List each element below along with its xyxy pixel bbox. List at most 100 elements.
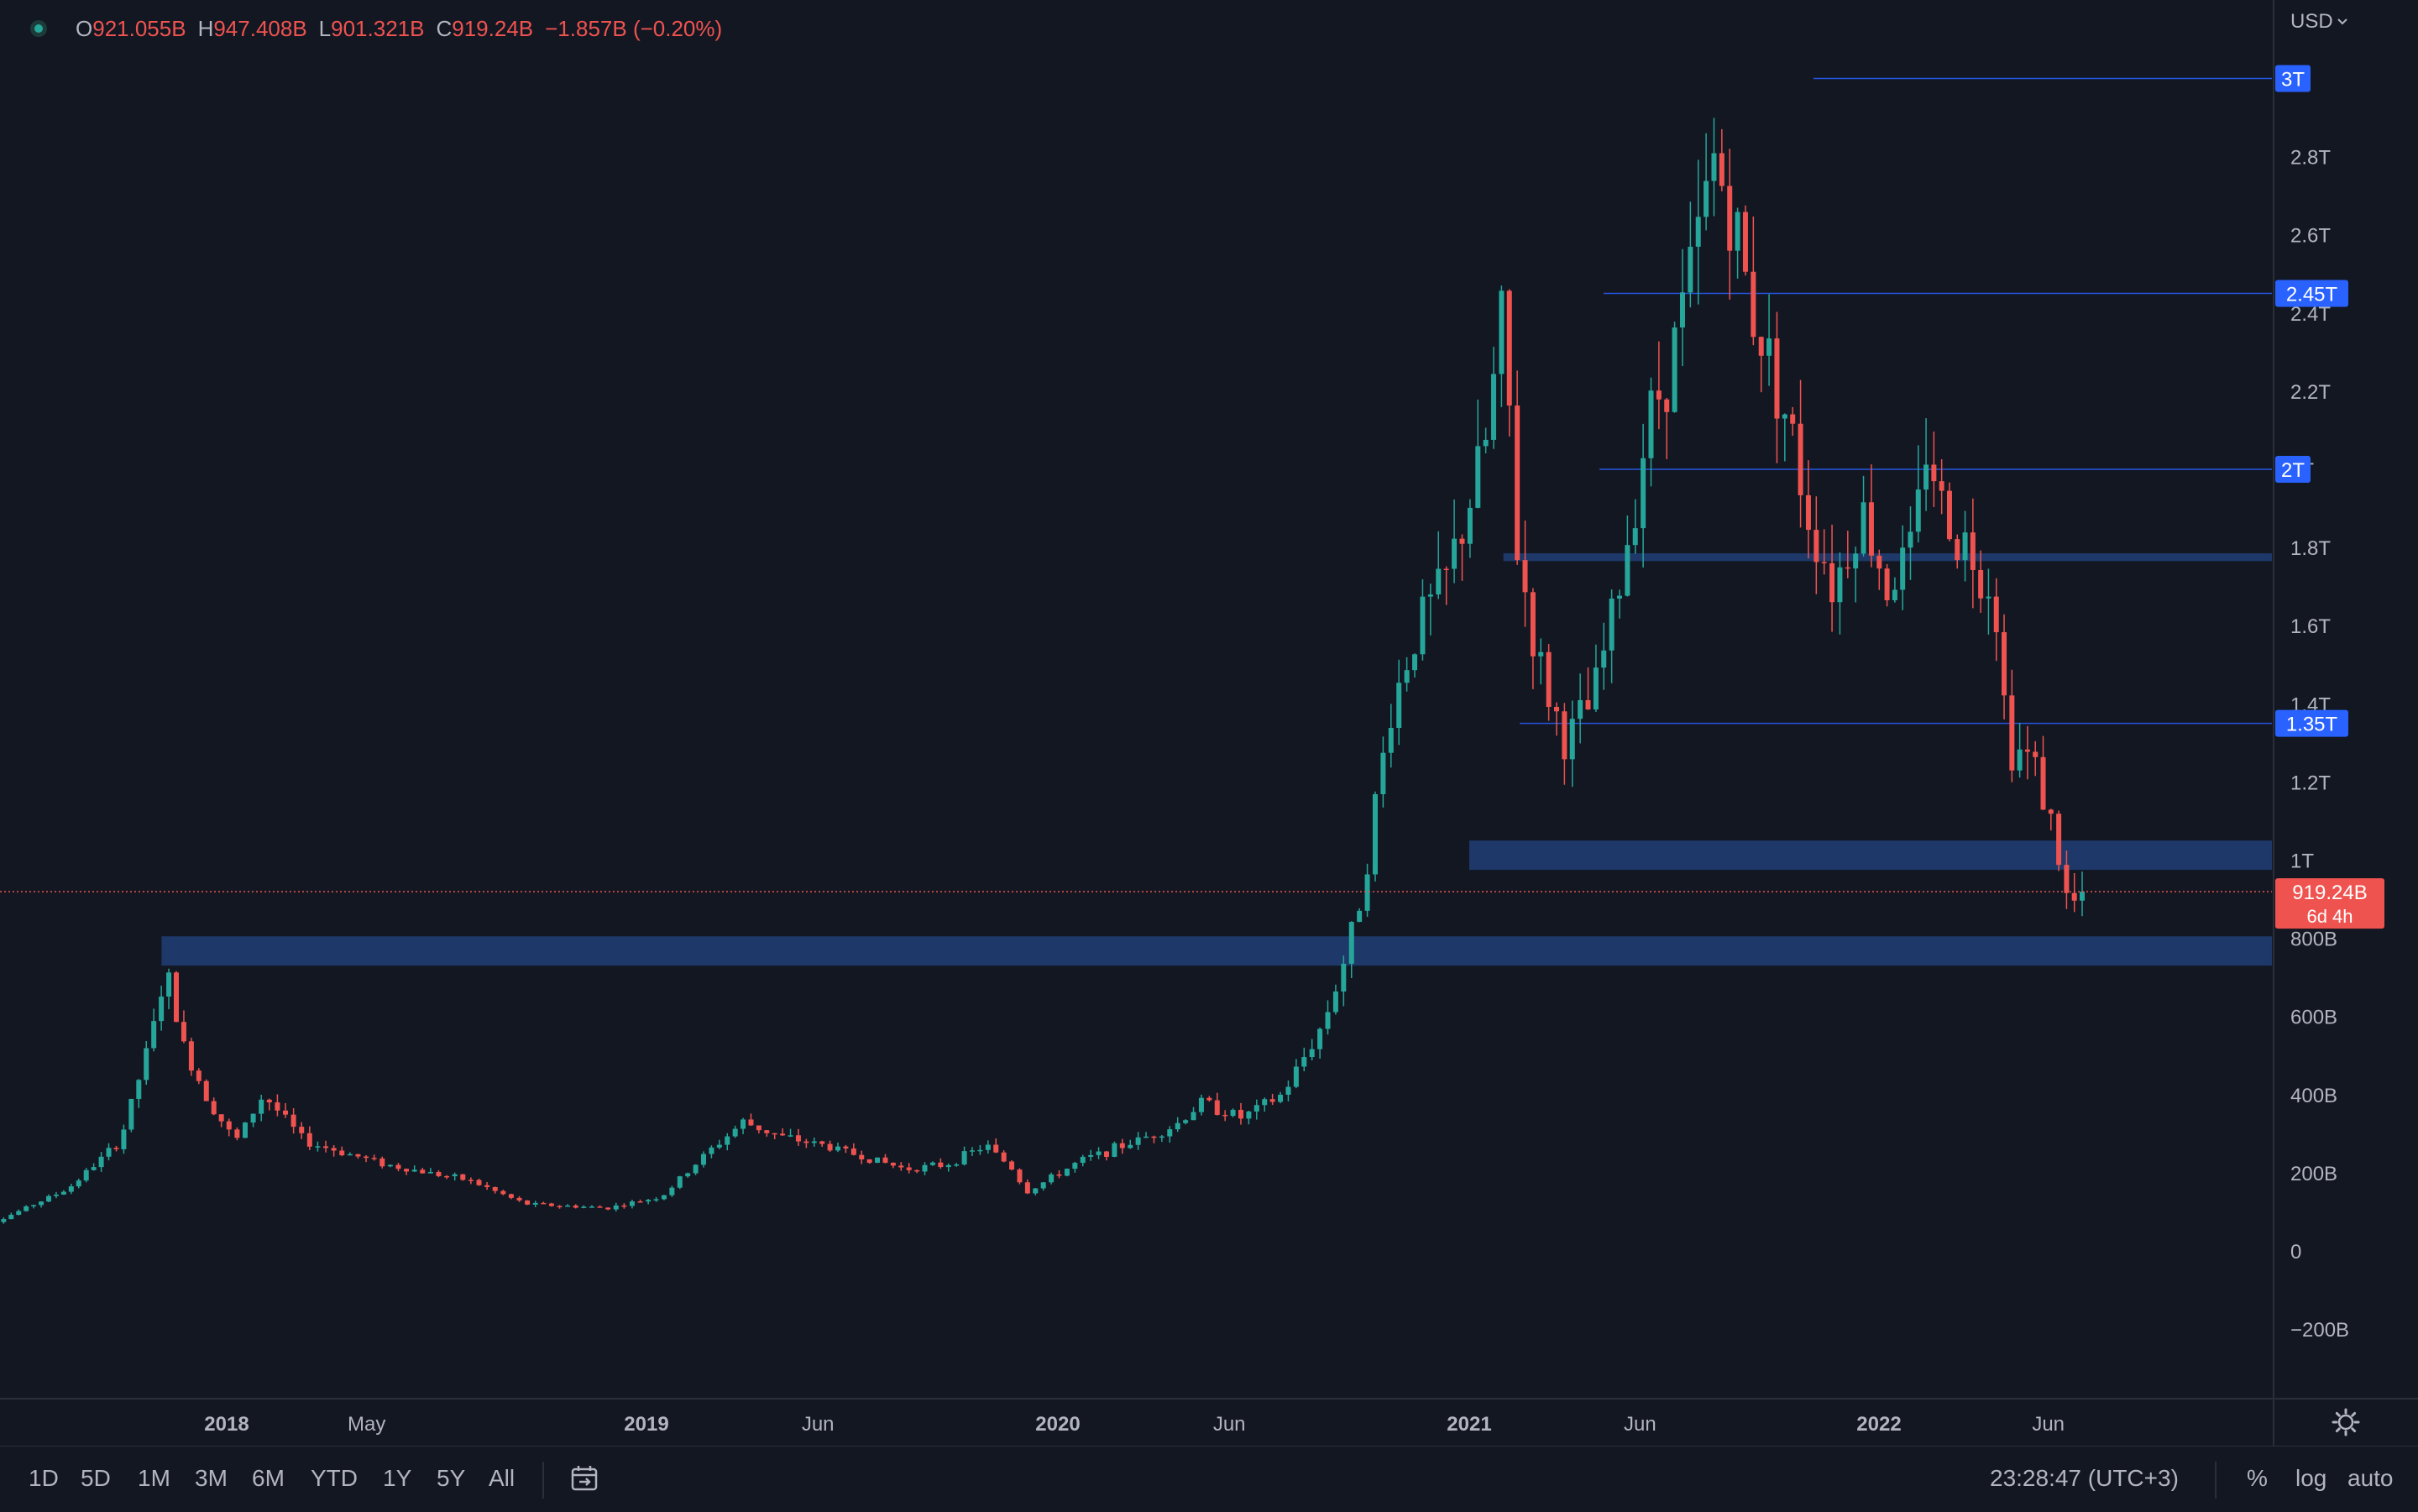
candle-up	[31, 1205, 37, 1206]
candle-up	[716, 1144, 722, 1148]
clock-timezone[interactable]: 23:28:47 (UTC+3)	[1990, 1465, 2179, 1491]
candle-down	[819, 1141, 825, 1144]
candle-up	[1436, 568, 1442, 595]
candle-down	[1719, 153, 1725, 186]
candle-down	[1664, 399, 1670, 412]
candle-up	[1695, 217, 1701, 247]
candle-up	[709, 1147, 714, 1154]
candle-up	[1080, 1156, 1086, 1164]
candle-down	[1939, 481, 1944, 491]
candle-down	[938, 1162, 944, 1168]
candle-down	[1805, 494, 1811, 531]
candle-up	[875, 1157, 881, 1164]
time-tick-label: 2022	[1856, 1413, 1901, 1436]
candle-down	[605, 1207, 611, 1210]
currency-selector[interactable]: USD	[2290, 10, 2348, 34]
candle-up	[725, 1136, 730, 1145]
candle-down	[748, 1119, 754, 1126]
level-price-label: 2.45T	[2286, 284, 2338, 306]
candle-down	[2064, 865, 2070, 893]
candle-up	[1332, 991, 1338, 1012]
timeframe-5y[interactable]: 5Y	[437, 1465, 466, 1491]
price-tick-label: 800B	[2290, 929, 2337, 951]
price-tick-label: 400B	[2290, 1085, 2337, 1107]
timeframe-3m[interactable]: 3M	[195, 1465, 228, 1491]
candle-down	[1884, 568, 1890, 600]
candle-down	[1978, 569, 1984, 599]
candle-up	[1388, 728, 1394, 753]
percent-toggle[interactable]: %	[2247, 1465, 2268, 1491]
timeframe-5d[interactable]: 5D	[81, 1465, 111, 1491]
timeframe-1y[interactable]: 1Y	[383, 1465, 412, 1491]
candle-up	[677, 1176, 683, 1188]
candle-up	[1088, 1154, 1094, 1157]
timeframe-6m[interactable]: 6M	[252, 1465, 285, 1491]
candle-up	[1135, 1137, 1141, 1145]
candle-up	[1593, 667, 1599, 710]
candle-up	[1064, 1169, 1070, 1176]
candle-up	[985, 1144, 991, 1150]
candle-up	[1632, 528, 1638, 546]
candle-up	[835, 1146, 840, 1151]
candle-down	[196, 1070, 202, 1081]
calendar-goto-icon[interactable]	[569, 1463, 601, 1495]
candle-up	[954, 1164, 960, 1166]
candle-up	[1183, 1120, 1189, 1123]
timeframe-all[interactable]: All	[489, 1465, 516, 1491]
candle-up	[1499, 290, 1505, 374]
candle-down	[525, 1200, 531, 1205]
candle-up	[91, 1167, 97, 1170]
level-labels-layer: 3T 2.45T 2T 1.35T	[2275, 65, 2348, 737]
gear-icon[interactable]	[2329, 1405, 2363, 1439]
candle-up	[1357, 910, 1363, 923]
candle-up	[121, 1129, 127, 1149]
time-tick-label: Jun	[1213, 1413, 1246, 1436]
candle-up	[68, 1186, 74, 1192]
time-tick-label: 2019	[624, 1413, 668, 1436]
candle-up	[1262, 1099, 1268, 1106]
toolbar-divider	[542, 1462, 544, 1499]
candle-down	[1119, 1143, 1125, 1148]
candle-down	[420, 1169, 426, 1174]
candle-up	[1230, 1109, 1236, 1117]
candle-down	[1214, 1100, 1220, 1115]
candle-down	[226, 1121, 232, 1130]
candle-down	[1515, 405, 1520, 561]
time-axis[interactable]: 2018 May 2019 Jun 2020 Jun 2021 Jun 2022 Jun	[204, 1413, 2065, 1436]
toolbar-divider-right	[2215, 1462, 2216, 1499]
open-value: 921.055B	[92, 15, 186, 41]
candle-up	[1380, 752, 1386, 794]
candles-layer	[1, 118, 2085, 1224]
timeframe-ytd[interactable]: YTD	[311, 1465, 358, 1491]
low-label: L	[318, 15, 332, 41]
price-tick-label: 200B	[2290, 1163, 2337, 1185]
candle-down	[1876, 555, 1882, 569]
candle-up	[1782, 414, 1787, 419]
candle-up	[1246, 1111, 1252, 1119]
candle-up	[2080, 892, 2085, 901]
candle-down	[218, 1114, 224, 1122]
timeframe-1d[interactable]: 1D	[29, 1465, 59, 1491]
ohlc-legend: O 921.055B H 947.408B L 901.321B C 919.2…	[0, 12, 722, 45]
candle-up	[1679, 292, 1685, 328]
candle-down	[476, 1180, 482, 1185]
auto-toggle[interactable]: auto	[2347, 1465, 2394, 1491]
log-toggle[interactable]: log	[2295, 1465, 2327, 1491]
candle-up	[788, 1135, 793, 1137]
price-tick-label: 2.8T	[2290, 147, 2331, 170]
candle-up	[1538, 651, 1544, 657]
candle-down	[756, 1125, 762, 1131]
candle-down	[772, 1133, 777, 1135]
candle-down	[460, 1174, 466, 1180]
price-tick-label: 1.8T	[2290, 537, 2331, 560]
candle-down	[557, 1206, 563, 1208]
candle-down	[113, 1148, 119, 1149]
time-tick-label: 2020	[1035, 1413, 1080, 1436]
timeframe-1m[interactable]: 1M	[138, 1465, 170, 1491]
candle-up	[1, 1219, 7, 1222]
candle-down	[803, 1141, 809, 1143]
candle-down	[395, 1164, 401, 1169]
candle-up	[452, 1174, 458, 1177]
